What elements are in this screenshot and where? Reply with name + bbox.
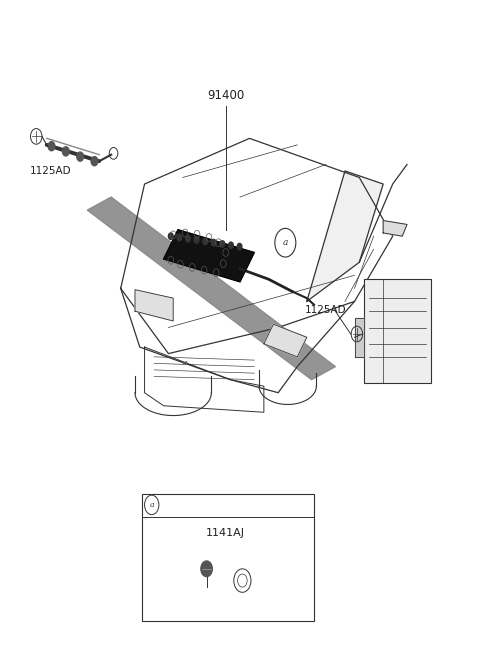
Circle shape	[220, 241, 225, 248]
FancyBboxPatch shape	[364, 278, 431, 383]
Polygon shape	[264, 324, 307, 357]
Polygon shape	[87, 197, 336, 380]
Text: H: H	[182, 361, 188, 366]
Circle shape	[48, 141, 55, 151]
Polygon shape	[307, 171, 383, 301]
Circle shape	[186, 236, 191, 242]
Text: a: a	[149, 501, 154, 509]
Text: a: a	[283, 238, 288, 247]
Bar	[142, 494, 314, 621]
Polygon shape	[135, 290, 173, 321]
Circle shape	[203, 238, 207, 245]
Text: 1141AJ: 1141AJ	[206, 528, 245, 538]
Circle shape	[237, 244, 242, 250]
Text: 1125AD: 1125AD	[30, 166, 72, 176]
Polygon shape	[164, 230, 254, 282]
Circle shape	[62, 147, 69, 156]
Circle shape	[211, 240, 216, 246]
Circle shape	[91, 157, 98, 166]
Circle shape	[77, 152, 84, 161]
Text: 91400: 91400	[207, 90, 244, 102]
Circle shape	[177, 234, 182, 241]
Circle shape	[228, 242, 233, 249]
Polygon shape	[355, 318, 364, 357]
Circle shape	[168, 233, 173, 240]
Circle shape	[201, 561, 212, 576]
Text: 1125AD: 1125AD	[304, 305, 346, 315]
Polygon shape	[383, 221, 407, 236]
Circle shape	[194, 237, 199, 244]
